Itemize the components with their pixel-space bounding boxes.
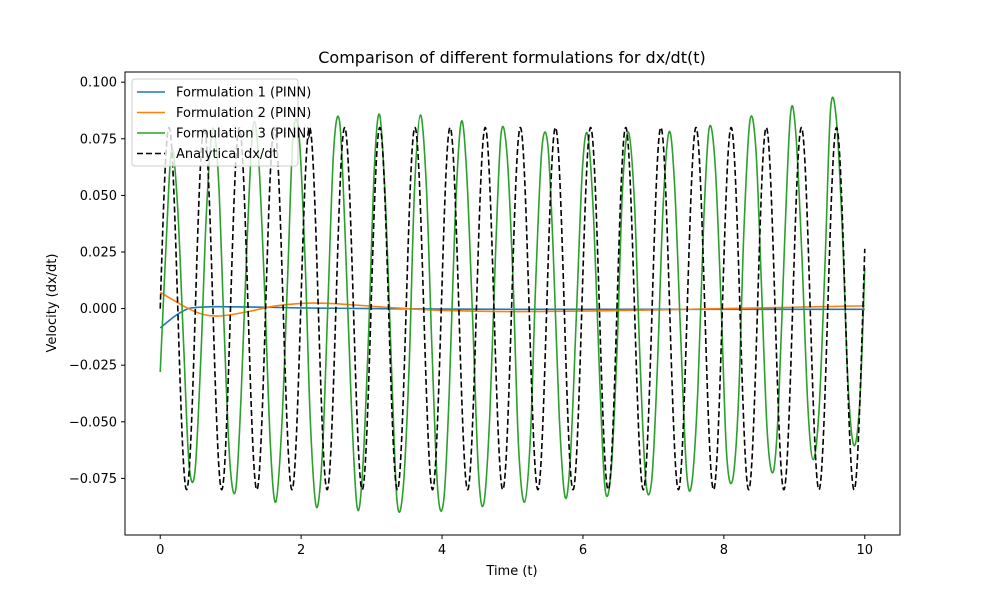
chart-title: Comparison of different formulations for… bbox=[318, 48, 705, 67]
x-tick-label: 4 bbox=[438, 543, 446, 558]
plot-area-frame bbox=[124, 71, 901, 536]
y-tick-label: 0.075 bbox=[80, 132, 117, 147]
x-axis-label: Time (t) bbox=[485, 564, 537, 579]
y-tick-label: −0.050 bbox=[69, 415, 117, 430]
legend: Formulation 1 (PINN) Formulation 2 (PINN)… bbox=[131, 78, 311, 167]
x-tick-label: 10 bbox=[856, 543, 873, 558]
legend-box bbox=[131, 78, 299, 167]
y-axis-label: Velocity (dx/dt) bbox=[45, 254, 60, 353]
y-axis-ticks: −0.075 −0.050 −0.025 0.000 0.025 0.050 0.075 0.… bbox=[69, 76, 125, 487]
legend-label: Formulation 3 (PINN) bbox=[176, 127, 311, 142]
x-tick-label: 2 bbox=[297, 543, 305, 558]
legend-label: Analytical dx/dt bbox=[176, 147, 278, 162]
y-tick-label: −0.025 bbox=[69, 359, 117, 374]
y-tick-label: 0.100 bbox=[80, 76, 117, 91]
x-tick-label: 8 bbox=[720, 543, 728, 558]
legend-label: Formulation 1 (PINN) bbox=[176, 86, 311, 101]
series-line-formulation-3-pinn bbox=[159, 96, 866, 514]
y-tick-label: 0.000 bbox=[80, 302, 117, 317]
x-tick-label: 0 bbox=[156, 543, 164, 558]
y-tick-label: 0.050 bbox=[80, 189, 117, 204]
legend-label: Formulation 2 (PINN) bbox=[176, 106, 311, 121]
x-axis-ticks: 0 2 4 6 8 10 bbox=[156, 535, 873, 558]
y-tick-label: −0.075 bbox=[69, 472, 117, 487]
x-tick-label: 6 bbox=[579, 543, 587, 558]
y-tick-label: 0.025 bbox=[80, 245, 117, 260]
